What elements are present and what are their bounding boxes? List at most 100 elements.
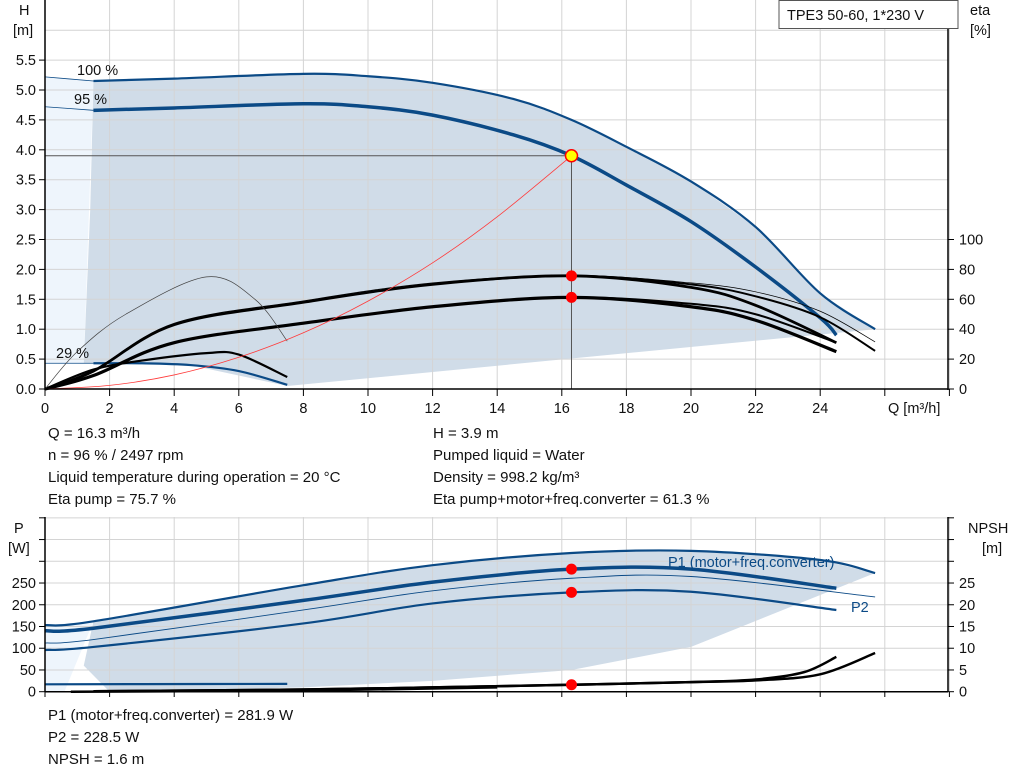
title-box	[778, 0, 959, 29]
y-tick-label: 150	[12, 619, 36, 635]
axes-bottom: 0 50 100 150 200 250 0 5 10 15 20 25	[12, 517, 975, 701]
efficiency-curve	[44, 276, 288, 390]
y-tick-label: 2.0	[16, 262, 36, 278]
curve-label-29: 29 %	[56, 346, 89, 362]
y2-tick-label: 0	[959, 685, 967, 701]
info-p1: P1 (motor+freq.converter) = 281.9 W	[48, 707, 294, 724]
y-tick-label: 50	[20, 663, 36, 679]
operating-area-bottom	[45, 550, 876, 692]
info-flow: Q = 16.3 m³/h	[48, 425, 140, 442]
axes-top: 0 2 4 6 8 10 12 14 16 18 20 22 240.00.51.01.52.02.53…	[16, 0, 983, 417]
efficiency-curve	[44, 350, 288, 391]
y-tick-label: 0.0	[16, 382, 36, 398]
operating-area-light	[45, 621, 94, 692]
info-eta-pump: Eta pump = 75.7 %	[48, 491, 176, 508]
y2-axis-unit-npsh: [m]	[982, 541, 1002, 557]
curve-label-p2: P2	[851, 600, 869, 616]
x-tick-label: 22	[748, 401, 764, 417]
efficiency-curve	[44, 296, 837, 390]
y-tick-label: 1.0	[16, 322, 36, 338]
y-tick-label: 5.0	[16, 83, 36, 99]
y2-tick-label: 20	[959, 352, 975, 368]
efficiency-curve	[44, 274, 876, 390]
y2-tick-label: 0	[959, 382, 967, 398]
y-axis-unit-p: [W]	[8, 541, 30, 557]
y-tick-label: 3.0	[16, 203, 36, 219]
eta-total-marker	[565, 291, 577, 303]
chart-title: TPE3 50-60, 1*230 V	[787, 8, 924, 24]
x-tick-label: 8	[299, 401, 307, 417]
curves-bottom	[44, 549, 876, 693]
power-curve	[44, 589, 837, 652]
y-tick-label: 250	[12, 576, 36, 592]
p1-marker	[565, 563, 577, 575]
y-tick-label: 100	[12, 641, 36, 657]
power-curve	[44, 565, 837, 634]
operating-area	[83, 550, 876, 692]
y2-tick-label: 100	[959, 233, 983, 249]
x-tick-label: 14	[489, 401, 505, 417]
x-tick-label: 12	[425, 401, 441, 417]
x-tick-label: 0	[41, 401, 49, 417]
head-curve-extension	[44, 106, 94, 111]
curve-label-p1: P1 (motor+freq.converter)	[668, 555, 834, 571]
y-tick-label: 5.5	[16, 53, 36, 69]
x-tick-label: 2	[106, 401, 114, 417]
y2-tick-label: 10	[959, 641, 975, 657]
y-tick-label: 3.5	[16, 173, 36, 189]
y2-axis-label-npsh: NPSH	[968, 521, 1008, 537]
npsh-marker	[565, 679, 577, 691]
operating-area-light	[45, 76, 94, 364]
y-tick-label: 4.5	[16, 113, 36, 129]
x-tick-label: 4	[170, 401, 178, 417]
y2-tick-label: 80	[959, 262, 975, 278]
x-tick-label: 6	[235, 401, 243, 417]
info-temperature: Liquid temperature during operation = 20…	[48, 469, 341, 486]
y-axis-unit-h: [m]	[13, 23, 33, 39]
eta-pump-marker	[565, 270, 577, 282]
y-axis-label-h: H	[19, 3, 29, 19]
curve-label-95: 95 %	[74, 92, 107, 108]
y2-tick-label: 40	[959, 322, 975, 338]
duty-point-marker	[564, 149, 579, 163]
info-liquid: Pumped liquid = Water	[433, 447, 585, 464]
info-p2: P2 = 228.5 W	[48, 729, 140, 746]
power-curve	[44, 574, 876, 644]
y-tick-label: 200	[12, 598, 36, 614]
y2-tick-label: 5	[959, 663, 967, 679]
head-curve	[93, 72, 876, 331]
y2-axis-unit-eta: [%]	[970, 23, 991, 39]
x-tick-label: 16	[554, 401, 570, 417]
head-curve-extension	[44, 76, 94, 82]
x-tick-label: 18	[618, 401, 634, 417]
y2-tick-label: 60	[959, 292, 975, 308]
info-bottom: P1 (motor+freq.converter) = 281.9 W P2 =…	[48, 707, 294, 768]
y-axis-label-p: P	[14, 521, 24, 537]
y-tick-label: 2.5	[16, 233, 36, 249]
info-npsh: NPSH = 1.6 m	[48, 751, 144, 768]
x-tick-label: 24	[812, 401, 828, 417]
p2-marker	[565, 586, 577, 598]
info-top: Q = 16.3 m³/h n = 96 % / 2497 rpm Liquid…	[48, 425, 709, 508]
y2-tick-label: 25	[959, 576, 975, 592]
power-curve	[44, 549, 876, 627]
head-curve	[93, 101, 838, 337]
info-density: Density = 998.2 kg/m³	[433, 469, 579, 486]
system-curve	[44, 155, 572, 390]
x-tick-label: 20	[683, 401, 699, 417]
curve-label-100: 100 %	[77, 63, 118, 79]
y-tick-label: 0	[28, 685, 36, 701]
efficiency-curve	[44, 275, 876, 390]
y-tick-label: 0.5	[16, 352, 36, 368]
y2-tick-label: 15	[959, 619, 975, 635]
info-head: H = 3.9 m	[433, 425, 498, 442]
y-tick-label: 1.5	[16, 292, 36, 308]
x-tick-label: 10	[360, 401, 376, 417]
curves-top	[44, 72, 876, 391]
info-eta-total: Eta pump+motor+freq.converter = 61.3 %	[433, 491, 709, 508]
y-tick-label: 4.0	[16, 143, 36, 159]
x-axis-label-q: Q [m³/h]	[888, 401, 940, 417]
y2-tick-label: 20	[959, 598, 975, 614]
y2-axis-label-eta: eta	[970, 3, 991, 19]
info-speed: n = 96 % / 2497 rpm	[48, 447, 184, 464]
